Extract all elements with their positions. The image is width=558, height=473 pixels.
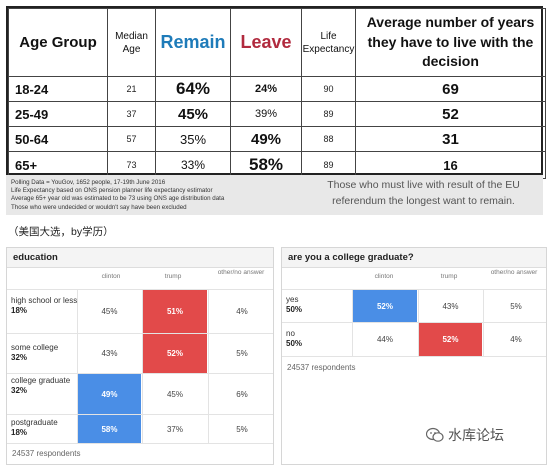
college-graduate-panel: are you a college graduate? clinton trum… xyxy=(281,247,547,465)
header-remain: Remain xyxy=(155,8,231,77)
other-cell: 5% xyxy=(208,334,275,373)
leave-cell: 49% xyxy=(230,126,302,152)
clinton-cell: 58% xyxy=(77,415,141,443)
years-cell: 69 xyxy=(355,76,546,102)
note-line: Those who were undecided or wouldn't say… xyxy=(11,203,187,211)
watermark-text: 水库论坛 xyxy=(448,427,504,443)
remain-cell: 35% xyxy=(155,126,231,152)
panel-title: education xyxy=(7,248,273,268)
age-cell: 65+ xyxy=(8,151,108,179)
remain-cell: 64% xyxy=(155,76,231,102)
col-clinton: clinton xyxy=(101,273,121,280)
age-cell: 25-49 xyxy=(8,101,108,127)
header-avg-years: Average number of years they have to liv… xyxy=(355,8,546,77)
source-notes: Polling Data = YouGov, 1652 people, 17-1… xyxy=(11,179,224,212)
panel-title: are you a college graduate? xyxy=(282,248,546,268)
other-cell: 5% xyxy=(483,290,548,322)
clinton-cell: 49% xyxy=(77,374,141,414)
clinton-cell: 44% xyxy=(352,323,417,356)
col-trump: trump xyxy=(440,273,458,280)
years-cell: 16 xyxy=(355,151,546,179)
header-age-group: Age Group xyxy=(8,8,108,77)
median-cell: 73 xyxy=(107,151,156,179)
col-clinton: clinton xyxy=(374,273,394,280)
life-cell: 88 xyxy=(301,126,356,152)
table-row: college graduate 32% 49% 45% 6% xyxy=(7,373,273,414)
row-label: postgraduate 18% xyxy=(11,418,58,437)
clinton-cell: 43% xyxy=(77,334,141,373)
other-cell: 6% xyxy=(208,374,275,414)
row-label: no 50% xyxy=(286,329,303,348)
row-label: yes 50% xyxy=(286,295,303,314)
clinton-cell: 52% xyxy=(352,290,417,322)
divider xyxy=(282,356,546,357)
clinton-cell: 45% xyxy=(77,290,141,333)
caption: （美国大选，by学历） xyxy=(8,226,114,238)
life-cell: 89 xyxy=(301,101,356,127)
table-row: high school or less 18% 45% 51% 4% xyxy=(7,289,273,333)
note-line: Polling Data = YouGov, 1652 people, 17-1… xyxy=(11,179,166,186)
respondents-count: 24537 respondents xyxy=(12,449,81,458)
table-row: some college 32% 43% 52% 5% xyxy=(7,333,273,373)
trump-cell: 52% xyxy=(418,323,482,356)
note-line: Life Expectancy based on ONS pension pla… xyxy=(11,187,213,195)
table-row: 65+ 73 33% 58% 89 16 xyxy=(8,151,546,179)
table-row: yes 50% 52% 43% 5% xyxy=(282,289,546,322)
other-cell: 4% xyxy=(208,290,275,333)
remain-cell: 45% xyxy=(155,101,231,127)
col-trump: trump xyxy=(164,273,182,280)
row-label: some college 32% xyxy=(11,343,59,362)
trump-cell: 43% xyxy=(418,290,482,322)
median-cell: 37 xyxy=(107,101,156,127)
table-row: 25-49 37 45% 39% 89 52 xyxy=(8,101,546,127)
median-cell: 57 xyxy=(107,126,156,152)
trump-cell: 37% xyxy=(142,415,207,443)
col-other: other/no answer xyxy=(217,269,265,276)
table-row: 50-64 57 35% 49% 88 31 xyxy=(8,126,546,152)
trump-cell: 52% xyxy=(142,334,207,373)
other-cell: 4% xyxy=(483,323,548,356)
header-median-age: Median Age xyxy=(107,8,156,77)
leave-cell: 39% xyxy=(230,101,302,127)
table-row: postgraduate 18% 58% 37% 5% xyxy=(7,414,273,443)
watermark: 水库论坛 xyxy=(426,425,504,445)
age-cell: 18-24 xyxy=(8,76,108,102)
years-cell: 31 xyxy=(355,126,546,152)
education-panel: education clinton trump other/no answer … xyxy=(6,247,274,465)
wechat-icon xyxy=(426,427,444,442)
brexit-age-table: Age Group Median Age Remain Leave Life E… xyxy=(6,6,546,179)
col-other: other/no answer xyxy=(490,269,538,276)
table-row: 18-24 21 64% 24% 90 69 xyxy=(8,76,546,102)
row-label: college graduate 32% xyxy=(11,376,71,395)
conclusion-quote: Those who must live with result of the E… xyxy=(327,179,520,207)
respondents-count: 24537 respondents xyxy=(287,363,356,372)
row-label: high school or less 18% xyxy=(11,296,78,315)
table-row: no 50% 44% 52% 4% xyxy=(282,322,546,356)
age-cell: 50-64 xyxy=(8,126,108,152)
notes-band: Polling Data = YouGov, 1652 people, 17-1… xyxy=(6,175,543,215)
life-cell: 90 xyxy=(301,76,356,102)
note-line: Average 65+ year old was estimated to be… xyxy=(11,195,225,203)
other-cell: 5% xyxy=(208,415,275,443)
median-cell: 21 xyxy=(107,76,156,102)
life-cell: 89 xyxy=(301,151,356,179)
divider xyxy=(7,443,273,444)
trump-cell: 51% xyxy=(142,290,207,333)
header-leave: Leave xyxy=(230,8,302,77)
years-cell: 52 xyxy=(355,101,546,127)
header-life-expectancy: Life Expectancy xyxy=(301,8,356,77)
trump-cell: 45% xyxy=(142,374,207,414)
leave-cell: 24% xyxy=(230,76,302,102)
